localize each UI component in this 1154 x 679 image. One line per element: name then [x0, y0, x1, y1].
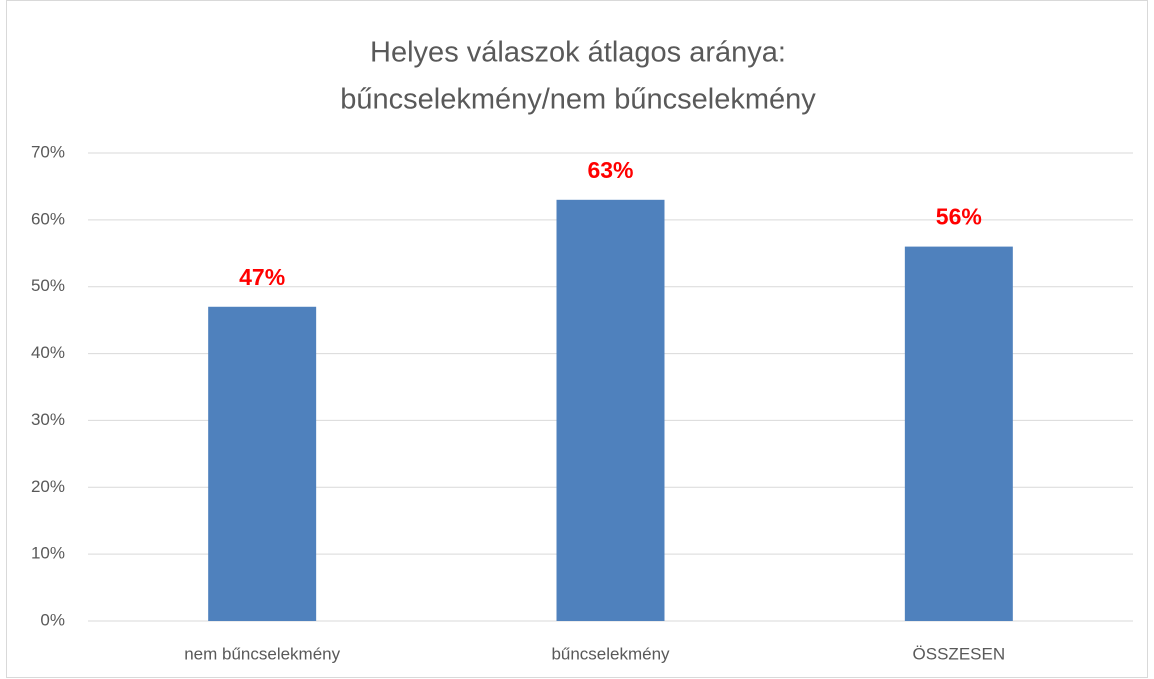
x-tick-label: nem bűncselekmény [184, 644, 340, 663]
chart-title: Helyes válaszok átlagos aránya: [370, 37, 786, 69]
data-label: 56% [936, 204, 982, 230]
bar [208, 306, 317, 621]
data-label: 47% [239, 264, 285, 290]
bar [904, 246, 1013, 621]
y-tick-label: 50% [31, 276, 65, 295]
chart-title: bűncselekmény/nem bűncselekmény [340, 84, 816, 116]
x-tick-label: bűncselekmény [551, 644, 670, 663]
y-tick-label: 40% [31, 343, 65, 362]
bar [556, 199, 665, 622]
y-tick-label: 30% [31, 410, 65, 429]
y-tick-label: 0% [40, 610, 65, 629]
y-tick-label: 60% [31, 209, 65, 228]
y-tick-label: 10% [31, 544, 65, 563]
x-tick-label: ÖSSZESEN [913, 644, 1006, 663]
data-label: 63% [587, 157, 633, 183]
y-tick-label: 20% [31, 477, 65, 496]
y-tick-label: 70% [31, 142, 65, 161]
